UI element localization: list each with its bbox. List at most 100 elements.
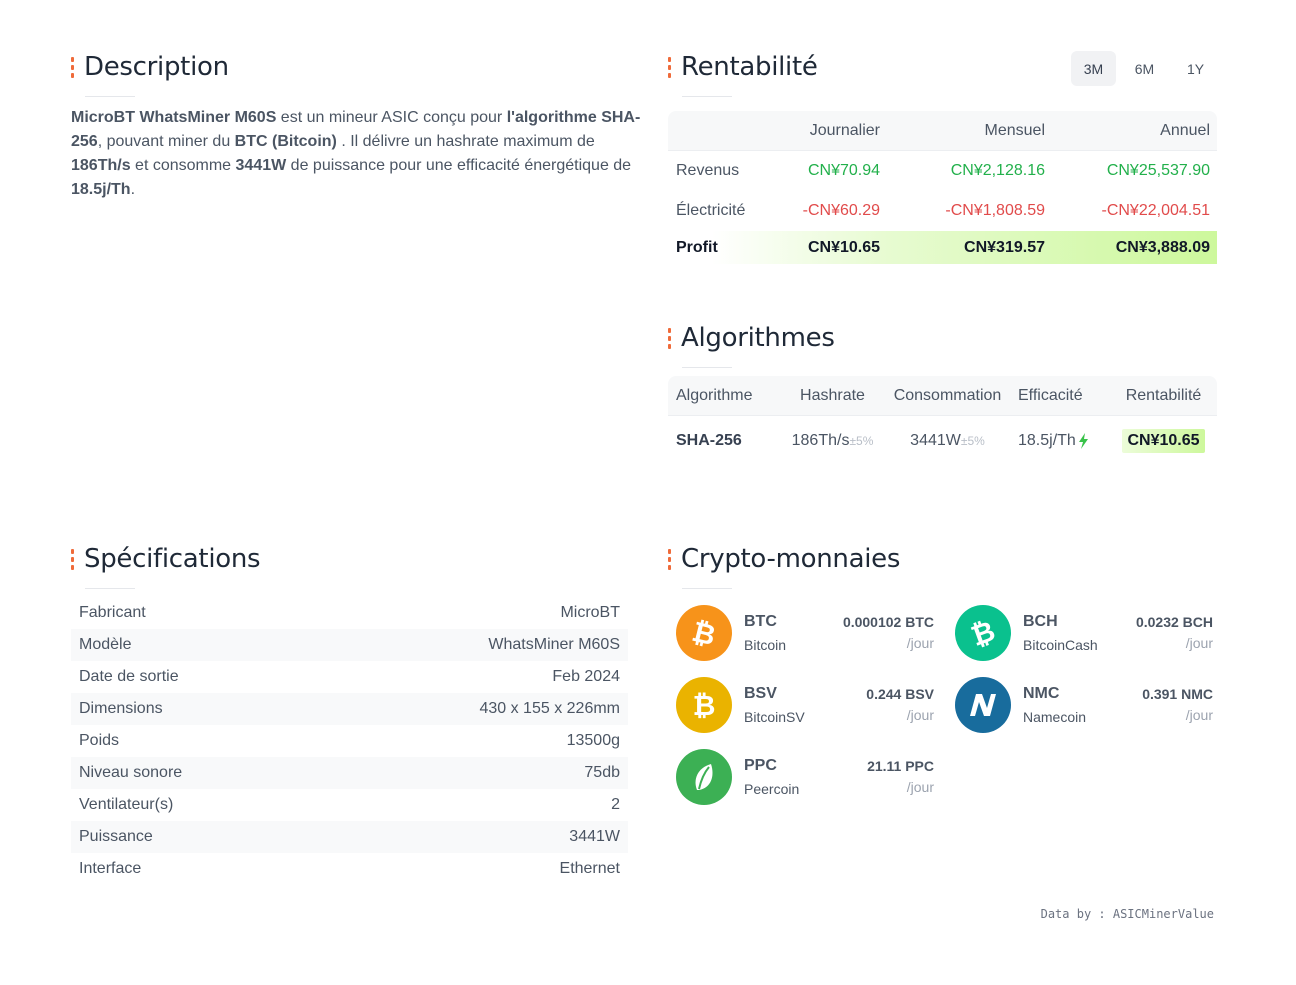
spec-label: Dimensions (79, 700, 163, 717)
description-fragment: , pouvant miner du (97, 133, 235, 150)
description-fragment: . (130, 181, 136, 198)
specifications-heading: Spécifications (71, 544, 261, 589)
coin-symbol: BSV (744, 685, 777, 702)
coin-amount: 0.391 NMC (1142, 686, 1213, 702)
coin-item-nmc[interactable]: NMC Namecoin 0.391 NMC /jour (955, 677, 1217, 735)
bitcoin-sv-icon: ₿ (676, 677, 732, 733)
table-row: SHA-256 186Th/s±5% 3441W±5% 18.5j/Th CN¥… (668, 416, 1217, 466)
profit-yearly: CN¥3,888.09 (1115, 238, 1210, 256)
table-row: Fabricant MicroBT (71, 597, 628, 629)
power-cell: 3441W±5% (885, 432, 1010, 450)
table-header: Algorithme Hashrate Consommation Efficac… (668, 376, 1217, 416)
svg-text:₿: ₿ (968, 616, 998, 650)
coin-item-ppc[interactable]: PPC Peercoin 21.11 PPC /jour (676, 749, 938, 807)
coin-symbol: BCH (1023, 613, 1058, 630)
efficiency-value: 18.5j/Th (1018, 432, 1076, 449)
table-row: Poids 13500g (71, 725, 628, 757)
bitcoin-icon: ₿ (676, 605, 732, 661)
table-row: Modèle WhatsMiner M60S (71, 629, 628, 661)
description-heading: Description (71, 52, 229, 97)
coin-per-day: /jour (906, 635, 934, 651)
profit-daily: CN¥10.65 (807, 238, 880, 256)
electricity-monthly: -CN¥1,808.59 (945, 202, 1045, 219)
description-fragment: de puissance pour une efficacité énergét… (286, 157, 632, 174)
rentabilite-heading: Rentabilité (668, 52, 818, 97)
table-row: Interface Ethernet (71, 853, 628, 885)
tab-3m[interactable]: 3M (1071, 51, 1116, 86)
coin-name: Bitcoin (744, 637, 787, 653)
column-header-rentabilite: Rentabilité (1125, 386, 1202, 404)
description-highlight: 3441W (235, 157, 287, 174)
profit-badge: CN¥10.65 (1122, 429, 1205, 453)
column-header-mensuel: Mensuel (984, 121, 1045, 139)
profit-monthly: CN¥319.57 (964, 238, 1045, 256)
spec-value: 3441W (569, 828, 620, 845)
coin-name: Peercoin (744, 781, 800, 797)
period-tabs: 3M 6M 1Y (1071, 51, 1218, 86)
svg-text:₿: ₿ (693, 689, 716, 722)
algorithmes-table: Algorithme Hashrate Consommation Efficac… (668, 376, 1217, 466)
hashrate-value: 186Th/s (791, 432, 850, 449)
spec-label: Fabricant (79, 604, 146, 621)
efficiency-cell: 18.5j/Th (1010, 432, 1110, 450)
column-header-journalier: Journalier (809, 121, 880, 139)
row-label: Profit (676, 238, 718, 256)
description-fragment: et consomme (130, 157, 236, 174)
tab-1y[interactable]: 1Y (1186, 60, 1205, 77)
lightning-bolt-icon (1078, 432, 1088, 449)
revenue-monthly: CN¥2,128.16 (950, 162, 1045, 179)
coin-item-btc[interactable]: ₿ BTC Bitcoin 0.000102 BTC /jour (676, 605, 938, 663)
peercoin-icon (676, 749, 732, 805)
hashrate-cell: 186Th/s±5% (780, 432, 885, 450)
coin-per-day: /jour (1185, 635, 1213, 651)
coin-per-day: /jour (906, 779, 934, 795)
crypto-title: Crypto-monnaies (681, 544, 901, 574)
table-row: Ventilateur(s) 2 (71, 789, 628, 821)
spec-label: Date de sortie (79, 668, 179, 685)
table-row: Dimensions 430 x 155 x 226mm (71, 693, 628, 725)
description-highlight: 186Th/s (71, 157, 131, 174)
table-row: Puissance 3441W (71, 821, 628, 853)
algorithmes-heading: Algorithmes (668, 323, 835, 368)
spec-value: Ethernet (559, 860, 620, 877)
spec-label: Ventilateur(s) (79, 796, 174, 813)
algorithm-name: SHA-256 (676, 432, 742, 449)
description-fragment: . Il délivre un hashrate maximum de (336, 133, 595, 150)
svg-text:₿: ₿ (689, 616, 719, 650)
section-marker-icon (668, 327, 672, 349)
table-header: Journalier Mensuel Annuel (668, 111, 1217, 151)
rentabilite-title: Rentabilité (681, 52, 818, 82)
specifications-title: Spécifications (84, 544, 261, 574)
coin-item-bch[interactable]: ₿ BCH BitcoinCash 0.0232 BCH /jour (955, 605, 1217, 663)
section-marker-icon (668, 548, 672, 570)
column-header-annuel: Annuel (1160, 121, 1210, 139)
coin-amount: 0.244 BSV (866, 686, 934, 702)
rentabilite-table: Journalier Mensuel Annuel Revenus CN¥70.… (668, 111, 1217, 264)
section-marker-icon (71, 56, 75, 78)
power-tolerance: ±5% (960, 434, 985, 448)
specifications-table: Fabricant MicroBT Modèle WhatsMiner M60S D… (71, 597, 628, 885)
coin-symbol: NMC (1023, 685, 1060, 702)
spec-label: Niveau sonore (79, 764, 183, 781)
data-source-credit: Data by : ASICMinerValue (1040, 907, 1214, 921)
electricity-yearly: -CN¥22,004.51 (1101, 202, 1210, 219)
table-row-profit: Profit CN¥10.65 CN¥319.57 CN¥3,888.09 (668, 231, 1217, 264)
spec-label: Puissance (79, 828, 153, 845)
description-highlight: 18.5j/Th (71, 181, 131, 198)
coin-symbol: PPC (744, 757, 777, 774)
bitcoin-cash-icon: ₿ (955, 605, 1011, 661)
namecoin-icon (955, 677, 1011, 733)
coin-item-bsv[interactable]: ₿ BSV BitcoinSV 0.244 BSV /jour (676, 677, 938, 735)
electricity-daily: -CN¥60.29 (802, 202, 880, 219)
column-header-algorithme: Algorithme (676, 386, 753, 404)
description-highlight: MicroBT WhatsMiner M60S (71, 109, 277, 126)
spec-value: 13500g (566, 732, 620, 749)
tab-6m[interactable]: 6M (1134, 60, 1155, 77)
revenue-daily: CN¥70.94 (807, 162, 880, 179)
hashrate-tolerance: ±5% (849, 434, 874, 448)
description-fragment: est un mineur ASIC conçu pour (276, 109, 507, 126)
table-row: Date de sortie Feb 2024 (71, 661, 628, 693)
column-header-efficacite: Efficacité (1018, 386, 1083, 404)
description-text: MicroBT WhatsMiner M60S est un mineur AS… (71, 106, 641, 202)
spec-value: MicroBT (560, 604, 620, 621)
